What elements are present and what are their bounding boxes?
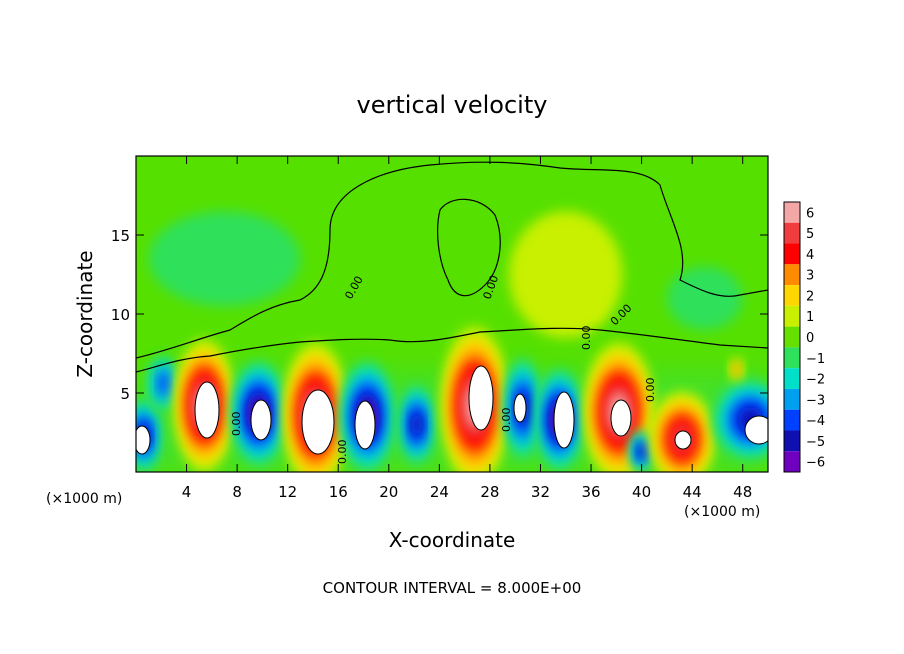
contour-interval-note: CONTOUR INTERVAL = 8.000E+00	[323, 579, 582, 597]
x-tick-label: 24	[430, 483, 449, 501]
contour-label: 0.00	[230, 412, 243, 437]
core	[136, 425, 151, 455]
y-tick-label: 5	[120, 385, 130, 403]
core	[610, 399, 632, 437]
colorbar-swatch	[784, 264, 800, 286]
colorbar-label: −6	[806, 456, 825, 471]
x-tick-label: 20	[379, 483, 398, 501]
x-tick-label: 28	[480, 483, 499, 501]
heatmap-cell	[508, 211, 623, 338]
core	[513, 393, 527, 423]
x-tick-label: 36	[581, 483, 600, 501]
core	[553, 391, 575, 449]
x-unit-left: (×1000 m)	[46, 491, 122, 507]
core	[744, 415, 768, 445]
colorbar-label: −2	[806, 373, 825, 388]
core	[301, 389, 335, 455]
colorbar-label: 0	[806, 331, 814, 346]
x-tick-label: 32	[531, 483, 550, 501]
y-axis: 5 10 15	[111, 227, 768, 403]
colorbar-swatch	[784, 222, 800, 244]
x-tick-label: 44	[683, 483, 702, 501]
colorbar-label: 6	[806, 206, 814, 221]
x-tick-label: 8	[232, 483, 242, 501]
x-unit-right: (×1000 m)	[684, 504, 760, 520]
colorbar-label: 2	[806, 289, 814, 304]
cell-ring	[159, 372, 169, 395]
contour-label: 0.00	[580, 326, 593, 351]
colorbar-swatch	[784, 451, 800, 472]
contour-label: 0.00	[336, 440, 349, 465]
zero-contours	[136, 161, 768, 373]
contour-upper	[136, 161, 768, 359]
heatmap-cell	[151, 355, 177, 412]
core	[674, 430, 692, 450]
colorbar-label: −5	[806, 435, 825, 450]
core	[354, 400, 376, 450]
cell-cores	[136, 365, 768, 455]
contour-mid	[136, 327, 768, 373]
heatmap-cell	[730, 358, 743, 381]
colorbar-swatch	[784, 409, 800, 431]
cell-ring	[508, 211, 623, 338]
core	[250, 399, 272, 441]
x-tick-label: 16	[329, 483, 348, 501]
core	[468, 365, 494, 431]
x-tick-label: 4	[182, 483, 192, 501]
heatmap-cell	[630, 430, 653, 472]
colorbar-swatch	[784, 368, 800, 389]
colorbar-swatch	[784, 388, 800, 410]
cell-ring	[411, 411, 423, 438]
colorbar-swatch	[784, 347, 800, 369]
colorbar-frame	[783, 201, 801, 473]
colorbar-label: 1	[806, 310, 814, 325]
y-tick-label: 10	[111, 306, 130, 324]
x-axis-label: X-coordinate	[389, 528, 516, 552]
x-tick-label: 48	[733, 483, 752, 501]
colorbar-swatch	[784, 202, 800, 223]
colorbar: 6 5 4 3 2 1 0 −1 −2 −3 −4 −5 −6	[783, 201, 825, 473]
colorbar-swatch	[784, 326, 800, 348]
colorbar-swatch	[784, 305, 800, 327]
heatmap-cell	[148, 211, 301, 307]
colorbar-label: −4	[806, 414, 825, 429]
cell-ring	[638, 445, 646, 458]
cell-ring	[148, 211, 301, 307]
colorbar-label: −3	[806, 393, 825, 408]
colorbar-label: 5	[806, 227, 814, 242]
x-tick-label: 12	[278, 483, 297, 501]
colorbar-label: −1	[806, 352, 825, 367]
cell-ring	[666, 266, 743, 330]
y-axis-label: Z-coordinate	[73, 250, 97, 377]
chart-title: vertical velocity	[357, 91, 548, 119]
heatmap-cell	[666, 266, 743, 330]
colorbar-label: 3	[806, 269, 814, 284]
plot-area: 0.00 0.00 0.00 0.00 0.00 0.00 0.00 0.00	[136, 156, 768, 472]
x-tick-label: 40	[632, 483, 651, 501]
colorbar-swatch	[784, 430, 800, 452]
x-axis: 4 8 12 16 20 24 28 32 36 40 44 48	[182, 156, 752, 501]
cell-ring	[733, 364, 740, 375]
core	[194, 381, 220, 439]
colorbar-swatch	[784, 243, 800, 265]
heatmap-cell	[398, 383, 435, 466]
contour-tower	[437, 198, 501, 297]
y-tick-label: 15	[111, 227, 130, 245]
colorbar-label: 4	[806, 248, 814, 263]
contour-label: 0.00	[500, 408, 513, 433]
contour-label: 0.00	[644, 378, 657, 403]
colorbar-swatch	[784, 285, 800, 306]
